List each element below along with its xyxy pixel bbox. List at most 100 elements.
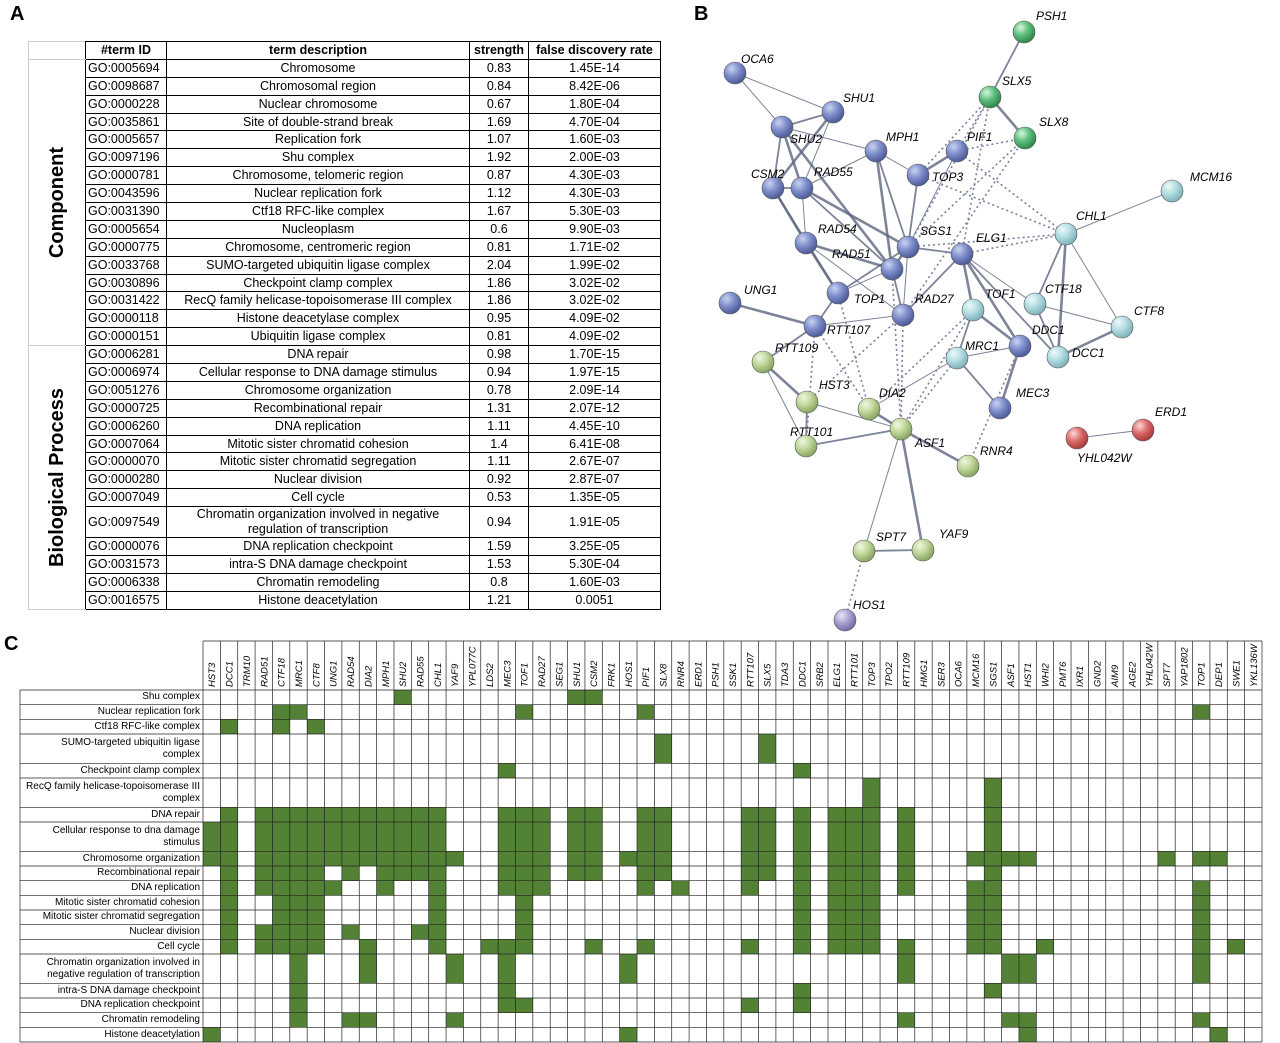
filled-cell xyxy=(289,939,308,954)
filled-cell xyxy=(897,851,915,866)
table-cell: Chromatin organization involved in negat… xyxy=(166,506,470,539)
edge xyxy=(801,111,834,189)
filled-cell xyxy=(255,924,273,940)
column-label: LDS2 xyxy=(485,663,496,687)
table-cell: 1.80E-04 xyxy=(528,94,661,114)
column-label: ASF1 xyxy=(1006,663,1017,688)
table-cell: 1.11 xyxy=(469,452,529,472)
filled-cell xyxy=(584,851,603,866)
filled-cell xyxy=(428,822,447,852)
filled-cell xyxy=(272,851,290,866)
edge xyxy=(863,428,902,552)
table-cell: GO:0033768 xyxy=(85,255,167,275)
filled-cell xyxy=(1018,1012,1037,1028)
filled-cell xyxy=(862,880,881,896)
node xyxy=(1046,345,1070,369)
table-cell: Chromosome, centromeric region xyxy=(166,237,470,257)
table-cell: 4.30E-03 xyxy=(528,184,661,204)
column-label: TOP1 xyxy=(1197,662,1208,687)
table-cell: Histone deacetylase complex xyxy=(166,309,470,329)
node-label: MPH1 xyxy=(886,130,919,144)
edge xyxy=(771,111,835,189)
filled-cell xyxy=(272,895,290,910)
filled-cell xyxy=(220,851,238,866)
filled-cell xyxy=(567,822,585,852)
node-label: TOP1 xyxy=(854,292,885,306)
filled-cell xyxy=(741,822,759,852)
table-cell: 1.45E-14 xyxy=(528,58,661,78)
table-cell: Cell cycle xyxy=(166,488,470,508)
column-label: UNG1 xyxy=(329,661,340,687)
filled-cell xyxy=(758,734,776,764)
edge-dashed xyxy=(917,174,1067,235)
filled-cell xyxy=(289,880,308,896)
filled-cell xyxy=(289,910,308,925)
node xyxy=(1054,222,1078,246)
filled-cell xyxy=(393,822,412,852)
filled-cell xyxy=(897,807,915,822)
node-label: DCC1 xyxy=(1072,346,1105,360)
filled-cell xyxy=(272,719,290,734)
filled-cell xyxy=(584,866,603,881)
column-label: MRC1 xyxy=(294,660,305,687)
table-cell: GO:0098687 xyxy=(85,76,167,96)
filled-cell xyxy=(845,895,863,910)
filled-cell xyxy=(1192,910,1210,925)
filled-cell xyxy=(827,924,846,940)
filled-cell xyxy=(289,983,308,998)
filled-cell xyxy=(637,939,655,954)
table-row: GO:0005657 Replication fork 1.07 1.60E-03 xyxy=(29,130,661,150)
filled-cell xyxy=(376,851,394,866)
edge xyxy=(805,428,902,447)
group-cell: Component xyxy=(28,58,86,347)
filled-cell xyxy=(498,763,516,778)
filled-cell xyxy=(289,895,308,910)
filled-cell xyxy=(966,880,985,896)
table-cell: 1.07 xyxy=(469,130,529,150)
table-row: GO:0007049 Cell cycle 0.53 1.35E-05 xyxy=(29,488,661,508)
column-header: strength xyxy=(469,41,529,60)
node-label: SLX5 xyxy=(1002,74,1032,88)
table-cell: Histone deacetylation xyxy=(166,590,470,610)
row-label: Mitotic sister chromatid cohesion xyxy=(54,896,200,908)
column-label: RTT101 xyxy=(850,653,861,687)
column-label: SHU1 xyxy=(572,662,583,687)
table-cell: GO:0043596 xyxy=(85,184,167,204)
node xyxy=(723,61,747,85)
filled-cell xyxy=(341,924,360,940)
filled-cell xyxy=(1192,939,1210,954)
table-cell: Shu complex xyxy=(166,148,470,168)
edge-dashed xyxy=(907,96,991,248)
column-label: WHI2 xyxy=(1040,663,1051,687)
table-cell: 0.8 xyxy=(469,572,529,592)
node-label: RNR4 xyxy=(980,444,1013,458)
table-row: GO:0097549 Chromatin organization involve… xyxy=(29,506,661,539)
filled-cell xyxy=(845,924,863,940)
node xyxy=(880,257,904,281)
node-label: CTF8 xyxy=(1134,304,1164,318)
table-cell: GO:0000151 xyxy=(85,327,167,347)
edge-dashed xyxy=(844,550,865,621)
filled-cell xyxy=(289,998,308,1013)
column-label: SPT7 xyxy=(1162,663,1173,687)
filled-cell xyxy=(324,880,342,896)
edge xyxy=(1034,233,1067,305)
table-row: GO:0000151 Ubiquitin ligase complex 0.81 4.… xyxy=(29,327,661,347)
edge-dashed xyxy=(891,268,902,430)
filled-cell xyxy=(1018,954,1037,984)
filled-cell xyxy=(255,822,273,852)
table-cell: 1.31 xyxy=(469,398,529,418)
node-label: ERD1 xyxy=(1155,405,1187,419)
table-cell: Cellular response to DNA damage stimulus xyxy=(166,363,470,382)
table-cell: GO:0005694 xyxy=(85,58,167,78)
filled-cell xyxy=(793,924,811,940)
filled-cell xyxy=(1018,851,1037,866)
edge-dashed xyxy=(868,309,974,410)
table-cell: 0.0051 xyxy=(528,590,661,610)
filled-cell xyxy=(1157,851,1176,866)
filled-cell xyxy=(307,880,325,896)
filled-cell xyxy=(619,851,638,866)
table-row: GO:0035861 Site of double-strand break 1.6… xyxy=(29,112,661,132)
table-row: GO:0000775 Chromosome, centromeric region… xyxy=(29,237,661,257)
